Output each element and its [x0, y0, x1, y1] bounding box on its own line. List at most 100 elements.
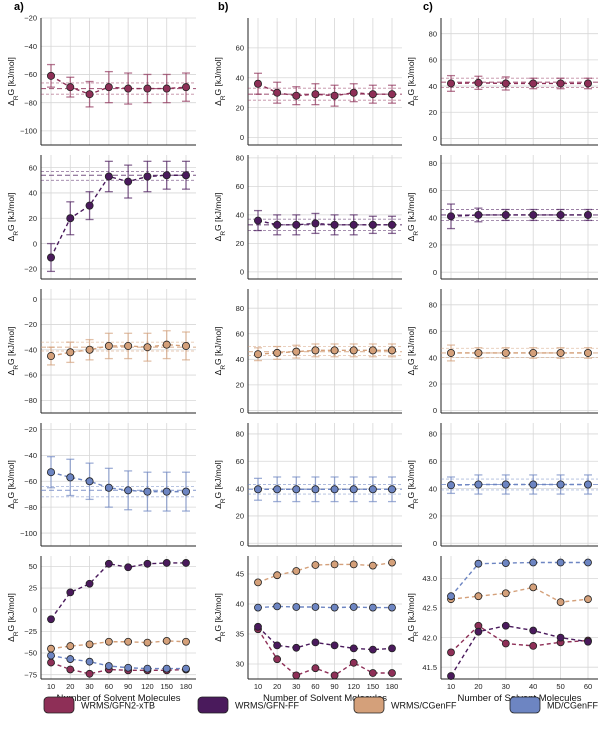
y-tick-label: 80 [429, 159, 437, 168]
data-point [556, 210, 565, 219]
data-point-md [66, 655, 75, 663]
x-tick-label: 10 [47, 682, 55, 691]
legend: WRMS/GFN2-xTB WRMS/GFN-FF WRMS/CGenFF MD/CG… [43, 696, 599, 714]
y-tick-label: 40 [236, 73, 244, 82]
y-tick-label: 0 [33, 239, 37, 248]
panel-b-1: 0 20 40 60 ΔRG [kJ/mol] [213, 18, 402, 146]
data-point [446, 348, 455, 357]
data-point-gfn2 [292, 671, 301, 680]
data-point-gfn2 [501, 639, 510, 648]
panel-c-3: 0 20 40 60 80 ΔRG [kJ/mol] [406, 289, 598, 415]
y-tick-label: 0 [240, 406, 244, 415]
data-point [162, 340, 171, 349]
y-tick-label: 0 [240, 133, 244, 142]
data-point-gfn2 [273, 655, 282, 664]
x-tick-label: 150 [367, 682, 380, 691]
x-tick-label: 90 [124, 682, 132, 691]
data-point [273, 220, 282, 229]
data-point [501, 210, 510, 219]
data-point-md [311, 603, 320, 611]
data-point-gfnff [368, 645, 377, 654]
y-tick-label: 60 [429, 327, 437, 336]
data-point-md [529, 558, 538, 567]
y-tick-label: −75 [24, 670, 37, 679]
data-point-md [368, 603, 377, 612]
y-tick-label: 60 [236, 329, 244, 338]
y-tick-label: −50 [24, 649, 37, 658]
data-point [124, 177, 133, 186]
data-point-cgenff [584, 595, 592, 604]
data-point-gfn2 [85, 669, 94, 678]
data-point [143, 84, 152, 93]
x-tick-label: 10 [447, 682, 455, 691]
panel-a-1: −20 −40 −60 −80 −100 ΔRG [kJ/mol] [6, 14, 196, 146]
y-tick-label: −25 [24, 627, 37, 636]
data-point [368, 90, 377, 99]
data-point [124, 486, 133, 495]
data-point [104, 341, 113, 350]
panel-b-4: 0 20 40 60 80 ΔRG [kJ/mol] [213, 423, 402, 548]
data-point [330, 91, 339, 100]
data-point [66, 214, 75, 223]
y-tick-label: 0 [33, 295, 37, 304]
data-point-md [182, 664, 190, 673]
y-axis-label: ΔRG [kJ/mol] [6, 327, 20, 376]
series-line [450, 483, 588, 486]
legend-swatch-md [509, 696, 541, 714]
data-point [85, 477, 94, 486]
panel-c-2: 0 20 40 60 80 ΔRG [kJ/mol] [406, 155, 598, 280]
data-point-gfnff [556, 633, 565, 642]
panel-a-3: 0 −20 −40 −60 −80 ΔRG [kJ/mol] [6, 289, 196, 414]
data-point-cgenff [273, 571, 282, 580]
data-point [253, 485, 262, 494]
data-point-gfnff [388, 644, 396, 653]
data-point-cgenff [85, 640, 94, 649]
data-point [292, 347, 301, 356]
y-tick-label: 41.5 [422, 663, 437, 672]
data-point [311, 219, 320, 228]
x-tick-label: 120 [347, 682, 360, 691]
y-tick-label: 42.5 [422, 604, 437, 613]
data-point [556, 480, 565, 489]
data-point-md [162, 664, 171, 673]
data-point [162, 84, 171, 93]
data-point [387, 346, 396, 355]
data-point [66, 83, 75, 92]
data-point [104, 83, 113, 92]
data-point-md [501, 559, 510, 567]
y-tick-label: −60 [24, 477, 37, 486]
y-tick-label: 80 [429, 301, 437, 310]
data-point-cgenff [474, 592, 483, 601]
data-point-gfn2 [349, 658, 358, 667]
data-point [253, 350, 262, 359]
data-point-gfn2 [66, 665, 75, 674]
y-tick-label: 40 [236, 355, 244, 364]
data-point-md [447, 592, 455, 601]
legend-swatch-gfn2 [43, 696, 75, 714]
data-point-md [330, 603, 339, 612]
panel-c-5: 43.0 42.5 42.0 41.5 ΔRG [kJ/mol] 10 20 30 40 50 60… [406, 556, 598, 704]
data-point [330, 220, 339, 229]
data-point [181, 171, 190, 180]
data-point [124, 84, 133, 93]
y-axis-label: ΔRG [kJ/mol] [6, 193, 20, 242]
x-tick-label: 120 [141, 682, 154, 691]
series-line-gfn2 [450, 624, 589, 653]
data-point [387, 485, 396, 494]
y-axis-label: ΔRG [kJ/mol] [6, 460, 20, 509]
panel-b-3: 0 20 40 60 80 ΔRG [kJ/mol] [213, 289, 402, 415]
data-point [273, 88, 282, 97]
y-axis-label: ΔRG [kJ/mol] [213, 460, 227, 509]
y-tick-label: −80 [24, 98, 37, 107]
data-point [47, 352, 56, 361]
data-point [556, 79, 565, 88]
data-point-gfnff [330, 641, 339, 650]
data-point-cgenff [66, 642, 75, 650]
data-point [584, 79, 593, 88]
data-point [330, 485, 339, 494]
data-point [143, 487, 152, 496]
y-tick-label: 45 [236, 570, 244, 579]
series-line [450, 214, 588, 218]
y-tick-label: 20 [429, 108, 437, 117]
